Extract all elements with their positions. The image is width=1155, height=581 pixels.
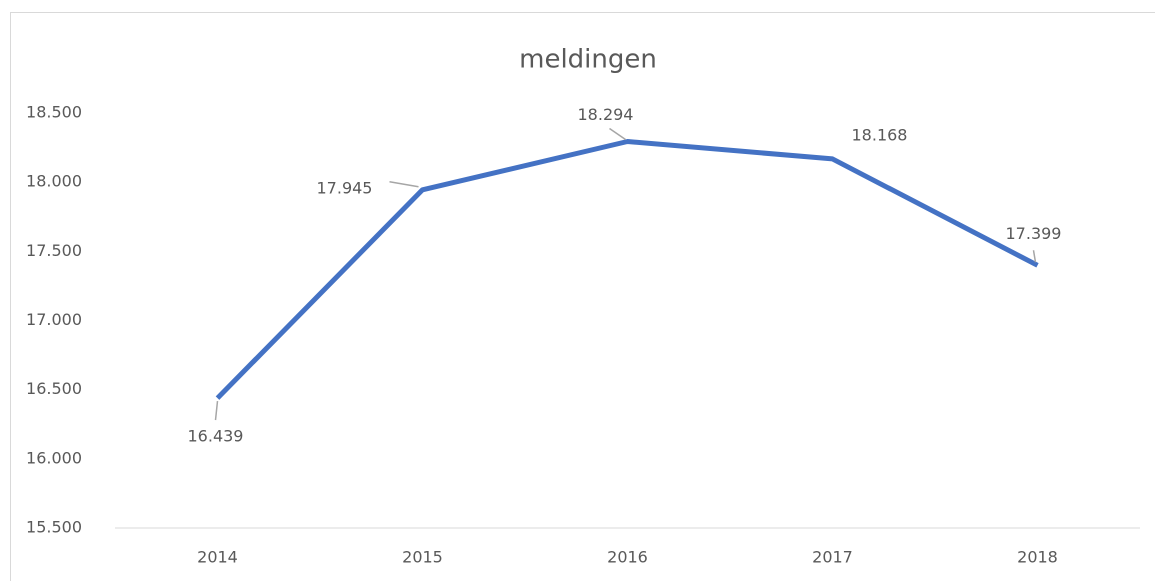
- x-tick-label: 2016: [607, 548, 648, 567]
- y-tick-label: 17.500: [26, 241, 82, 260]
- y-tick-label: 18.000: [26, 172, 82, 191]
- y-tick-label: 16.500: [26, 379, 82, 398]
- data-label: 17.399: [1006, 224, 1062, 243]
- x-tick-label: 2017: [812, 548, 853, 567]
- data-line: [215, 138, 1039, 400]
- x-tick-label: 2014: [197, 548, 238, 567]
- leader-line: [1032, 250, 1037, 263]
- y-tick-label: 17.000: [26, 310, 82, 329]
- y-tick-label: 15.500: [26, 518, 82, 537]
- x-tick-label: 2015: [402, 548, 443, 567]
- data-label: 18.168: [852, 125, 908, 144]
- leader-line: [609, 127, 626, 141]
- chart-frame: [10, 12, 1155, 581]
- x-tick-label: 2018: [1017, 548, 1058, 567]
- data-label: 17.945: [317, 178, 373, 197]
- leader-line: [214, 401, 219, 421]
- chart-title: meldingen: [519, 45, 657, 75]
- y-tick-label: 18.500: [26, 103, 82, 122]
- leader-line: [389, 181, 419, 188]
- data-label: 18.294: [578, 105, 634, 124]
- y-tick-label: 16.000: [26, 448, 82, 467]
- data-label: 16.439: [188, 427, 244, 446]
